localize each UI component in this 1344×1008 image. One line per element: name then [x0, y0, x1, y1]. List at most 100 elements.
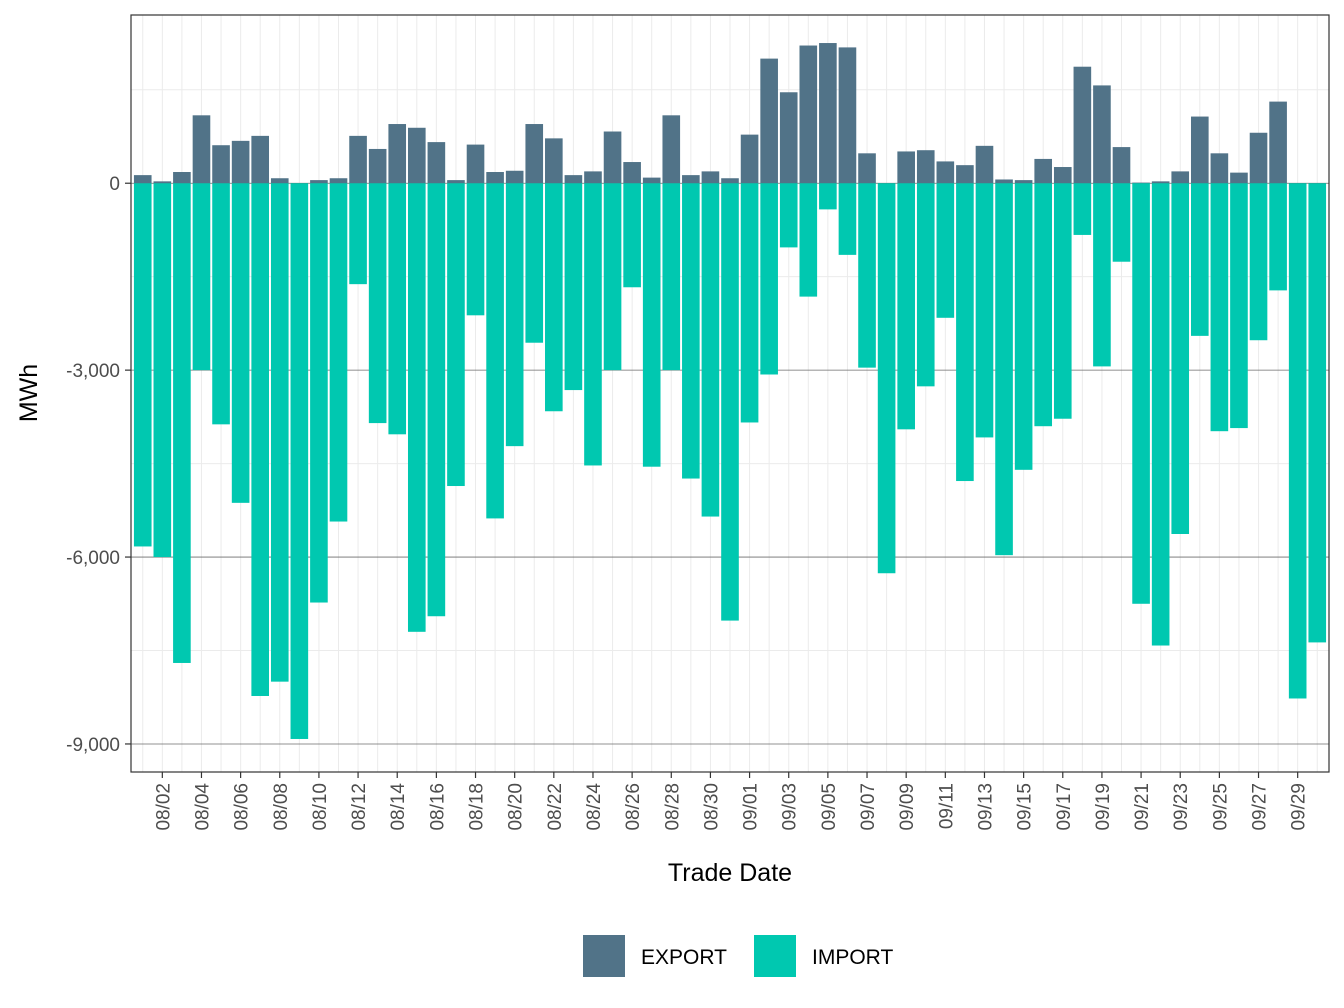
export-bar — [173, 172, 191, 184]
x-tick-label: 09/25 — [1210, 783, 1231, 831]
export-bar — [1171, 171, 1190, 184]
import-bar — [1073, 183, 1092, 235]
x-tick-label: 08/08 — [271, 783, 292, 831]
import-bar — [603, 183, 622, 371]
import-bar — [1053, 183, 1072, 419]
x-tick-label: 08/22 — [545, 783, 566, 831]
export-bar — [623, 162, 641, 184]
export-bar — [1112, 147, 1131, 184]
import-bar — [1230, 183, 1248, 429]
export-bar — [819, 43, 837, 184]
export-bar — [505, 170, 524, 184]
import-bar — [956, 183, 974, 482]
export-bar — [975, 145, 994, 184]
import-bar — [975, 183, 994, 438]
export-bar — [642, 177, 661, 184]
legend: EXPORT IMPORT — [583, 935, 893, 977]
x-tick-label: 09/07 — [858, 783, 879, 831]
x-tick-label: 08/28 — [662, 783, 683, 831]
export-bar — [388, 124, 407, 184]
x-tick-label: 08/04 — [192, 783, 213, 831]
import-bar — [1034, 183, 1053, 427]
x-tick-label: 08/14 — [388, 783, 409, 831]
export-bar — [251, 135, 270, 184]
import-bar — [682, 183, 700, 479]
import-bar — [1151, 183, 1170, 646]
export-bar — [564, 175, 583, 184]
export-bar — [603, 131, 622, 184]
import-bar — [1132, 183, 1150, 604]
x-tick-label: 09/19 — [1093, 783, 1114, 831]
import-bar — [447, 183, 465, 487]
import-bar — [310, 183, 328, 603]
x-tick-label: 08/16 — [427, 783, 448, 831]
import-bar — [486, 183, 504, 519]
import-bar — [329, 183, 348, 522]
x-tick-label: 09/13 — [975, 783, 996, 831]
x-tick-label: 09/23 — [1171, 783, 1192, 831]
export-bar — [897, 151, 915, 184]
export-bar — [1151, 181, 1170, 184]
export-bar — [349, 135, 367, 184]
import-bar — [427, 183, 446, 617]
import-bar — [858, 183, 876, 368]
export-bar — [995, 179, 1013, 184]
import-bar — [721, 183, 739, 621]
import-bar — [799, 183, 818, 297]
export-bar — [799, 45, 818, 184]
import-bar — [1190, 183, 1209, 336]
x-tick-label: 09/21 — [1132, 783, 1153, 831]
export-bar — [525, 124, 544, 184]
export-bar — [133, 175, 152, 184]
legend-export-swatch — [583, 935, 625, 977]
import-bar — [936, 183, 955, 318]
export-bar — [721, 178, 739, 184]
export-bar — [1190, 116, 1209, 184]
import-bar — [349, 183, 367, 285]
import-bar — [251, 183, 270, 696]
import-bar — [290, 183, 309, 739]
export-bar — [740, 134, 759, 184]
export-bar — [212, 145, 230, 184]
x-tick-label: 09/01 — [741, 783, 762, 831]
import-bar — [623, 183, 641, 288]
y-tick-label: 0 — [109, 174, 120, 195]
x-tick-label: 08/30 — [701, 783, 722, 831]
import-bar — [564, 183, 583, 391]
import-bar — [173, 183, 191, 663]
export-bar — [936, 161, 955, 184]
y-tick-label: -3,000 — [66, 361, 120, 382]
y-tick-label: -6,000 — [66, 548, 120, 569]
export-bar — [466, 144, 485, 184]
x-tick-label: 09/09 — [897, 783, 918, 831]
import-bar — [212, 183, 230, 425]
x-tick-label: 09/17 — [1054, 783, 1075, 831]
export-bar — [310, 180, 328, 184]
import-bar — [1093, 183, 1111, 367]
export-bar — [192, 115, 211, 184]
export-bar — [153, 181, 172, 184]
export-bar — [701, 171, 720, 184]
x-tick-label: 09/11 — [936, 783, 957, 829]
import-bar — [838, 183, 857, 255]
y-tick-label: -9,000 — [66, 735, 120, 756]
export-bar — [584, 171, 602, 184]
x-tick-label: 08/24 — [584, 783, 605, 831]
export-bar — [427, 142, 446, 184]
import-bar — [1288, 183, 1307, 699]
legend-import-swatch — [754, 935, 796, 977]
export-bar — [916, 150, 935, 184]
import-bar — [877, 183, 896, 574]
import-bar — [819, 183, 837, 210]
export-bar — [407, 127, 426, 184]
import-bar — [545, 183, 563, 412]
x-tick-label: 08/18 — [467, 783, 488, 831]
export-bar — [1014, 180, 1033, 184]
import-bar — [1249, 183, 1268, 341]
import-bar — [1308, 183, 1327, 643]
export-bar — [1034, 158, 1053, 184]
x-tick-label: 09/27 — [1250, 783, 1271, 831]
x-tick-label: 08/06 — [232, 783, 253, 831]
import-bar — [897, 183, 915, 430]
